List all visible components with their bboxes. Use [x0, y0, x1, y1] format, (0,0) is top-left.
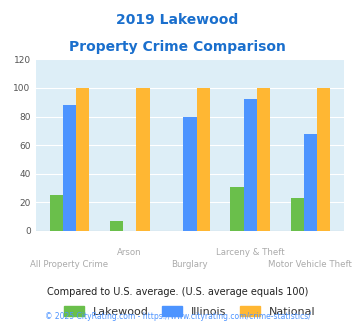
Text: Larceny & Theft: Larceny & Theft [216, 248, 284, 257]
Bar [230, 187, 244, 231]
Bar [110, 221, 123, 231]
Bar [317, 88, 330, 231]
Bar [63, 105, 76, 231]
Legend: Lakewood, Illinois, National: Lakewood, Illinois, National [60, 302, 320, 321]
Bar [183, 116, 197, 231]
Bar [136, 88, 149, 231]
Text: 2019 Lakewood: 2019 Lakewood [116, 13, 239, 27]
Text: Compared to U.S. average. (U.S. average equals 100): Compared to U.S. average. (U.S. average … [47, 287, 308, 297]
Text: Motor Vehicle Theft: Motor Vehicle Theft [268, 260, 353, 269]
Bar [50, 195, 63, 231]
Bar [304, 134, 317, 231]
Text: Burglary: Burglary [171, 260, 208, 269]
Text: All Property Crime: All Property Crime [31, 260, 109, 269]
Text: Property Crime Comparison: Property Crime Comparison [69, 40, 286, 53]
Bar [244, 99, 257, 231]
Text: © 2025 CityRating.com - https://www.cityrating.com/crime-statistics/: © 2025 CityRating.com - https://www.city… [45, 312, 310, 321]
Bar [76, 88, 89, 231]
Text: Arson: Arson [118, 248, 142, 257]
Bar [257, 88, 270, 231]
Bar [290, 198, 304, 231]
Bar [197, 88, 210, 231]
